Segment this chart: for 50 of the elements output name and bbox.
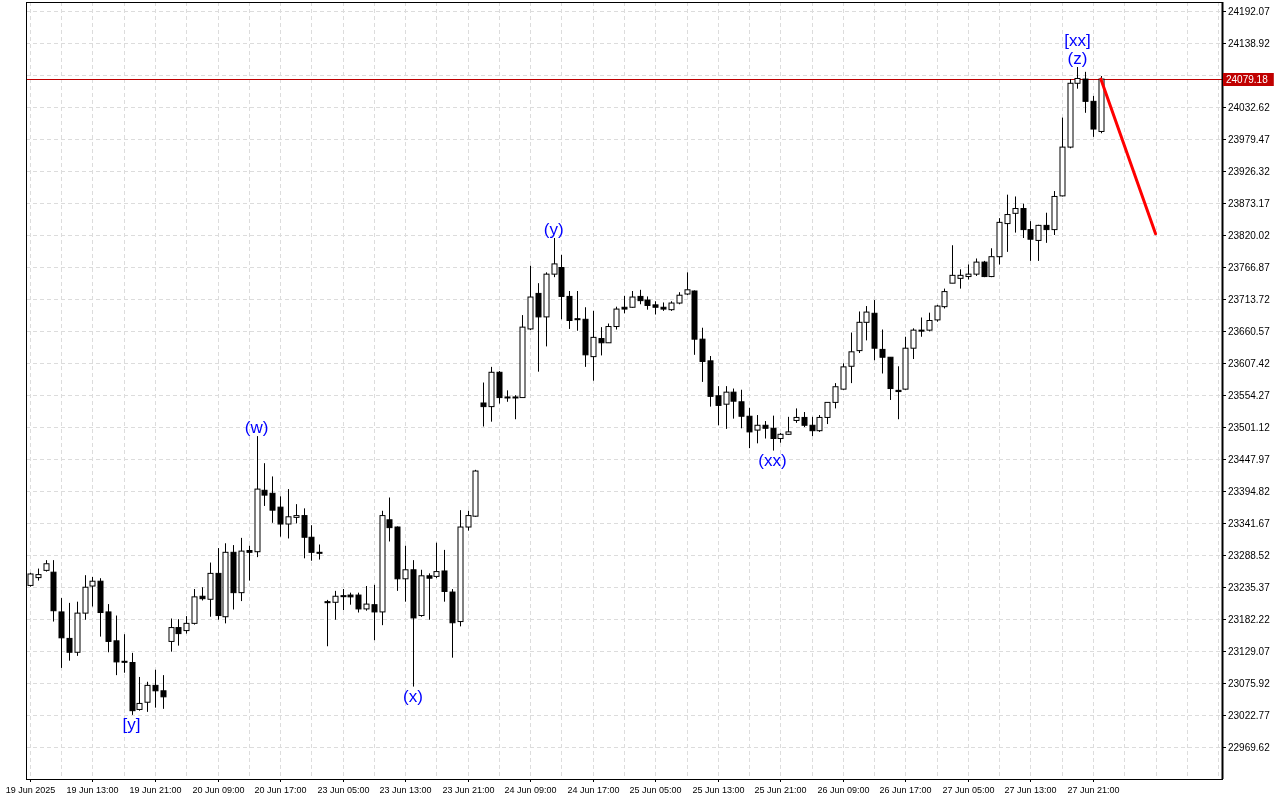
y-tick-label: 23235.37 <box>1228 582 1271 593</box>
y-tick-label: 23873.17 <box>1228 198 1271 209</box>
annotation: (z) <box>1067 48 1088 68</box>
x-tick-label: 19 Jun 13:00 <box>66 785 119 795</box>
y-tick-label: 23554.27 <box>1228 390 1271 401</box>
y-tick-label: 23394.82 <box>1228 486 1271 497</box>
y-tick-label: 23075.92 <box>1228 678 1271 689</box>
y-tick-label: 24192.07 <box>1228 6 1271 17</box>
annotation: (x) <box>403 686 423 706</box>
y-tick-label: 23660.57 <box>1228 326 1271 337</box>
x-tick-label: 25 Jun 05:00 <box>629 785 682 795</box>
y-tick-label: 23820.02 <box>1228 230 1271 241</box>
x-tick-label: 26 Jun 17:00 <box>879 785 932 795</box>
y-tick-label: 23341.67 <box>1228 518 1271 529</box>
x-tick-label: 23 Jun 21:00 <box>442 785 495 795</box>
x-tick-label: 26 Jun 09:00 <box>817 785 870 795</box>
x-tick-label: 24 Jun 17:00 <box>567 785 620 795</box>
y-tick-label: 23607.42 <box>1228 358 1271 369</box>
annotation: [xx] <box>1064 30 1091 50</box>
x-tick-label: 20 Jun 17:00 <box>254 785 307 795</box>
y-tick-label: 23766.87 <box>1228 262 1271 273</box>
y-tick-label: 23129.07 <box>1228 646 1271 657</box>
ref-line-label: 24079.18 <box>1226 74 1269 85</box>
y-tick-label: 23022.77 <box>1228 710 1271 721</box>
x-tick-label: 27 Jun 13:00 <box>1004 785 1057 795</box>
candlestick <box>895 365 902 420</box>
y-tick-label: 23501.12 <box>1228 422 1271 433</box>
x-tick-label: 24 Jun 09:00 <box>504 785 557 795</box>
x-tick-label: 19 Jun 2025 <box>5 785 56 795</box>
y-tick-label: 23182.22 <box>1228 614 1271 625</box>
y-tick-label: 23713.72 <box>1228 294 1271 305</box>
x-tick-label: 27 Jun 05:00 <box>942 785 995 795</box>
x-tick-label: 19 Jun 21:00 <box>129 785 182 795</box>
x-tick-label: 23 Jun 05:00 <box>317 785 370 795</box>
x-tick-label: 27 Jun 21:00 <box>1067 785 1120 795</box>
annotation: (xx) <box>758 450 787 470</box>
x-tick-label: 25 Jun 21:00 <box>754 785 807 795</box>
y-tick-label: 23979.47 <box>1228 134 1271 145</box>
annotation: (y) <box>543 219 564 239</box>
y-tick-label: 24138.92 <box>1228 38 1271 49</box>
x-tick-label: 23 Jun 13:00 <box>379 785 432 795</box>
y-tick-label: 22969.62 <box>1228 742 1271 753</box>
x-tick-label: 25 Jun 13:00 <box>692 785 745 795</box>
y-tick-label: 23447.97 <box>1228 454 1271 465</box>
y-tick-label: 23288.52 <box>1228 550 1271 561</box>
annotation: [y] <box>122 714 141 734</box>
x-tick-label: 20 Jun 09:00 <box>192 785 245 795</box>
y-tick-label: 24032.62 <box>1228 102 1271 113</box>
y-tick-label: 23926.32 <box>1228 166 1271 177</box>
annotation: (w) <box>244 417 269 437</box>
